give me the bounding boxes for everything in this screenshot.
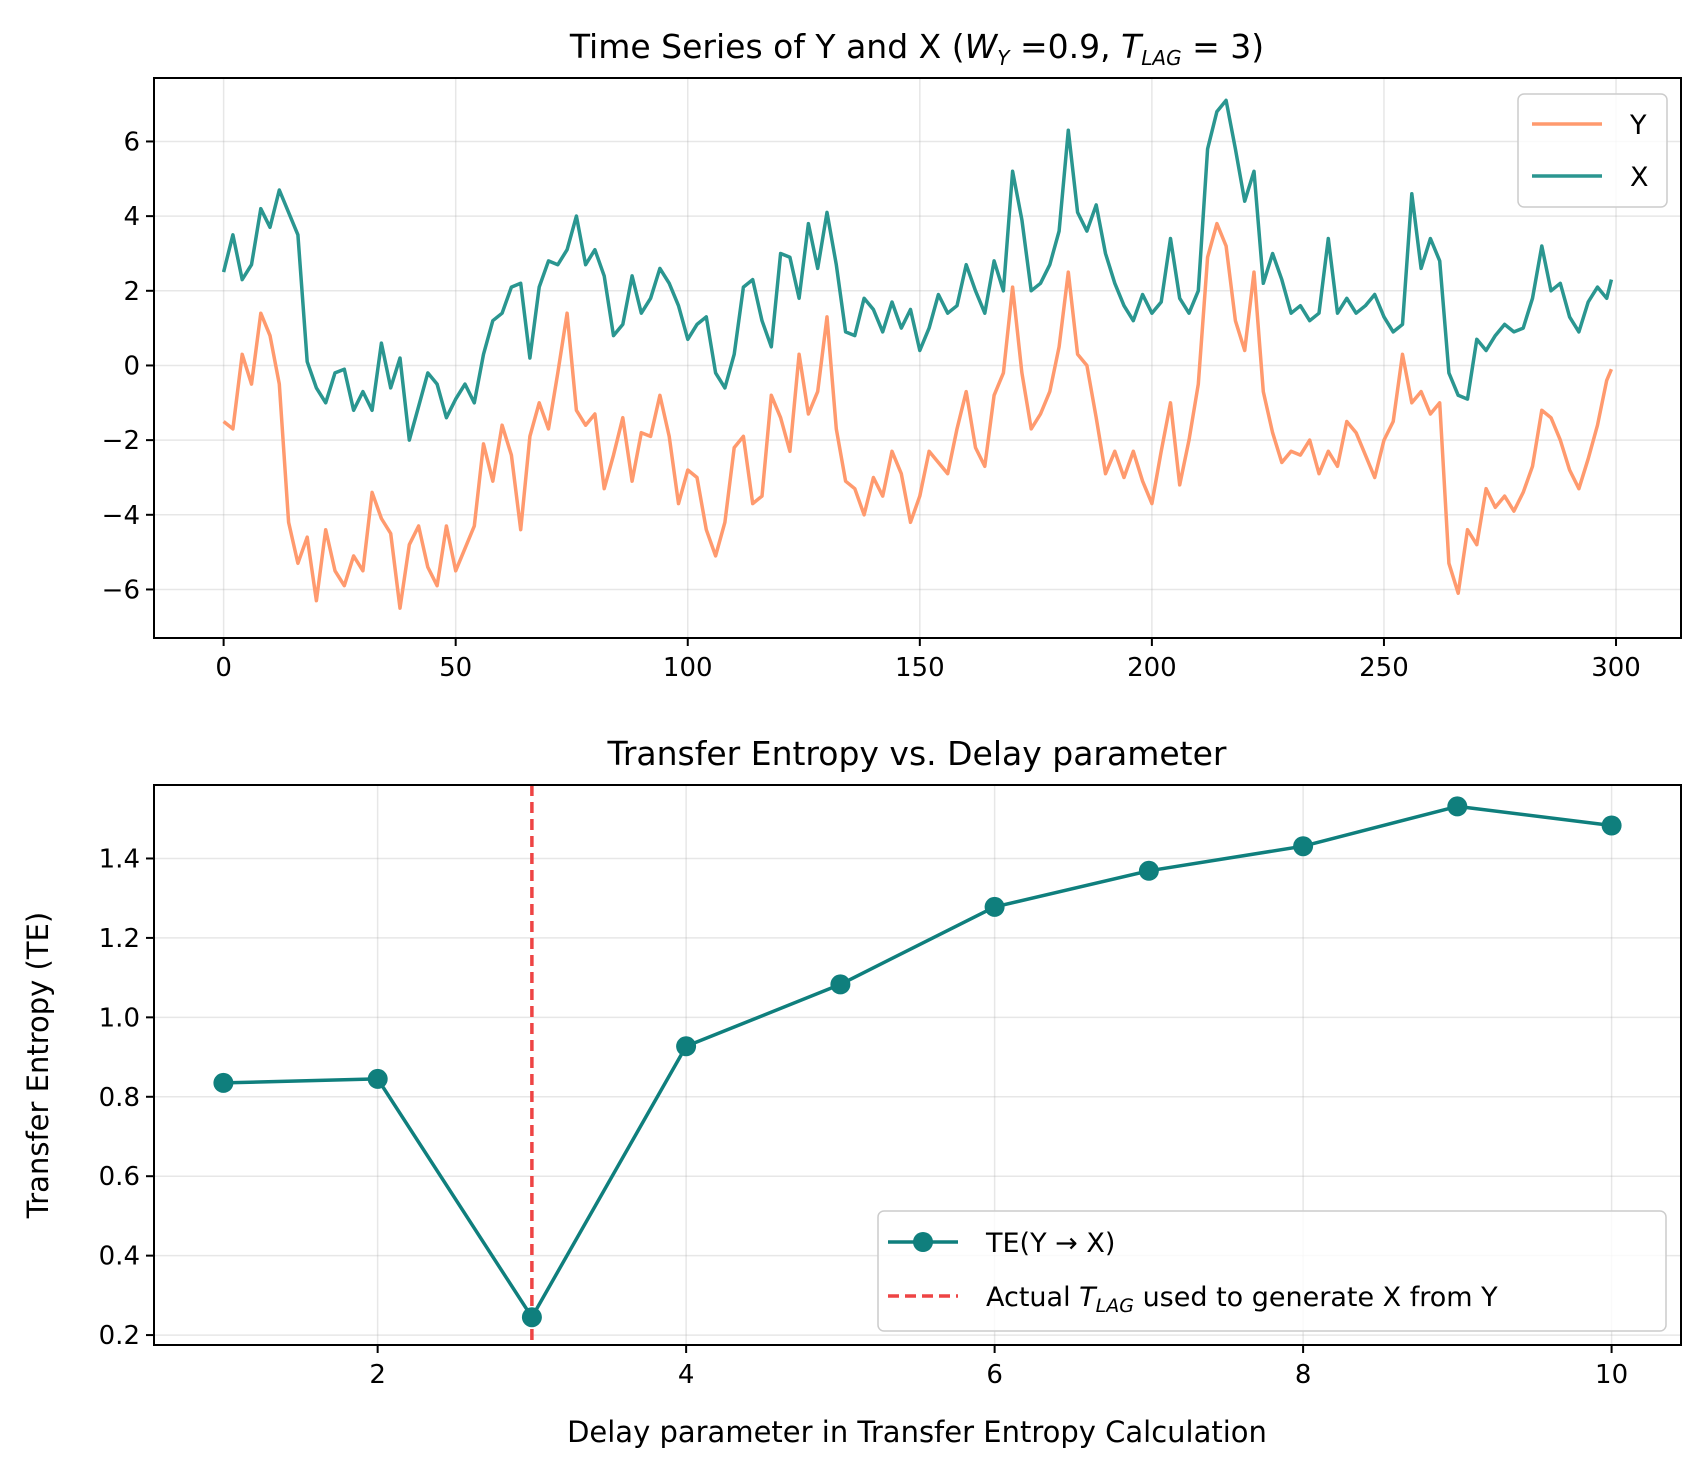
series-line-x bbox=[221, 98, 1614, 442]
data-point-te bbox=[1601, 815, 1622, 836]
y-tick-label: 0.8 bbox=[99, 1083, 140, 1113]
legend-frame bbox=[877, 1210, 1667, 1332]
y-axis-label: Transfer Entropy (TE) bbox=[21, 912, 55, 1219]
x-tick-label: 200 bbox=[1127, 653, 1177, 683]
transfer-entropy-chart: Transfer Entropy vs. Delay parameter 2 4 6… bbox=[21, 734, 1682, 1449]
series-lines bbox=[221, 98, 1614, 610]
time-series-chart: Time Series of Y and X (WY =0.9, TLAG = … bbox=[102, 27, 1682, 683]
data-point-te bbox=[213, 1072, 234, 1093]
legend-label-y: Y bbox=[1629, 110, 1647, 141]
data-point-te bbox=[984, 896, 1005, 917]
y-tick-label: 0 bbox=[123, 351, 140, 381]
x-axis-label: Delay parameter in Transfer Entropy Calc… bbox=[567, 1415, 1267, 1449]
x-axis: 2 4 6 8 10 bbox=[369, 1345, 1628, 1390]
y-tick-label: −2 bbox=[102, 426, 140, 456]
x-tick-label: 4 bbox=[678, 1360, 695, 1390]
plot-frame bbox=[153, 77, 1682, 639]
series-line-y bbox=[222, 221, 1614, 610]
data-point-te bbox=[676, 1036, 697, 1057]
x-axis: 0 50 100 150 200 250 300 bbox=[215, 638, 1641, 683]
y-tick-label: 1.2 bbox=[99, 924, 140, 954]
y-tick-label: 0.6 bbox=[99, 1162, 140, 1192]
y-tick-label: 1.4 bbox=[99, 844, 140, 874]
x-tick-label: 150 bbox=[895, 653, 945, 683]
y-axis: 0.2 0.4 0.6 0.8 1.0 1.2 1.4 bbox=[99, 844, 154, 1351]
data-point-te bbox=[367, 1068, 388, 1089]
chart-title: Transfer Entropy vs. Delay parameter bbox=[607, 734, 1227, 773]
plot-frame bbox=[153, 784, 1682, 1346]
series-lines bbox=[213, 796, 1622, 1328]
data-point-te bbox=[1293, 836, 1314, 857]
y-axis: −6 −4 −2 0 2 4 6 bbox=[102, 127, 154, 605]
y-tick-label: 4 bbox=[123, 202, 140, 232]
chart-title: Time Series of Y and X (WY =0.9, TLAG = … bbox=[569, 27, 1264, 70]
x-tick-label: 8 bbox=[1295, 1360, 1312, 1390]
x-tick-label: 300 bbox=[1591, 653, 1641, 683]
y-tick-label: −6 bbox=[102, 575, 140, 605]
y-tick-label: 0.4 bbox=[99, 1242, 140, 1272]
series-line-te bbox=[223, 804, 1612, 1319]
legend: TE(Y → X) Actual TLAG used to generate X… bbox=[877, 1210, 1667, 1332]
x-tick-label: 6 bbox=[986, 1360, 1003, 1390]
x-tick-label: 0 bbox=[215, 653, 232, 683]
data-point-te bbox=[1447, 796, 1468, 817]
y-tick-label: −4 bbox=[102, 501, 140, 531]
x-tick-label: 50 bbox=[439, 653, 472, 683]
y-tick-label: 6 bbox=[123, 127, 140, 157]
legend: Y X bbox=[1517, 93, 1668, 208]
legend-label-tlag: Actual TLAG used to generate X from Y bbox=[986, 1282, 1498, 1317]
y-tick-label: 2 bbox=[123, 277, 140, 307]
data-point-te bbox=[521, 1307, 542, 1328]
y-tick-label: 0.2 bbox=[99, 1321, 140, 1351]
legend-marker-te bbox=[913, 1232, 933, 1252]
data-point-te bbox=[830, 974, 851, 995]
x-tick-label: 10 bbox=[1595, 1360, 1628, 1390]
x-tick-label: 2 bbox=[369, 1360, 386, 1390]
x-tick-label: 250 bbox=[1359, 653, 1409, 683]
legend-label-te: TE(Y → X) bbox=[985, 1228, 1115, 1259]
legend-label-x: X bbox=[1630, 162, 1649, 193]
x-tick-label: 100 bbox=[663, 653, 713, 683]
y-tick-label: 1.0 bbox=[99, 1003, 140, 1033]
data-point-te bbox=[1138, 860, 1159, 881]
